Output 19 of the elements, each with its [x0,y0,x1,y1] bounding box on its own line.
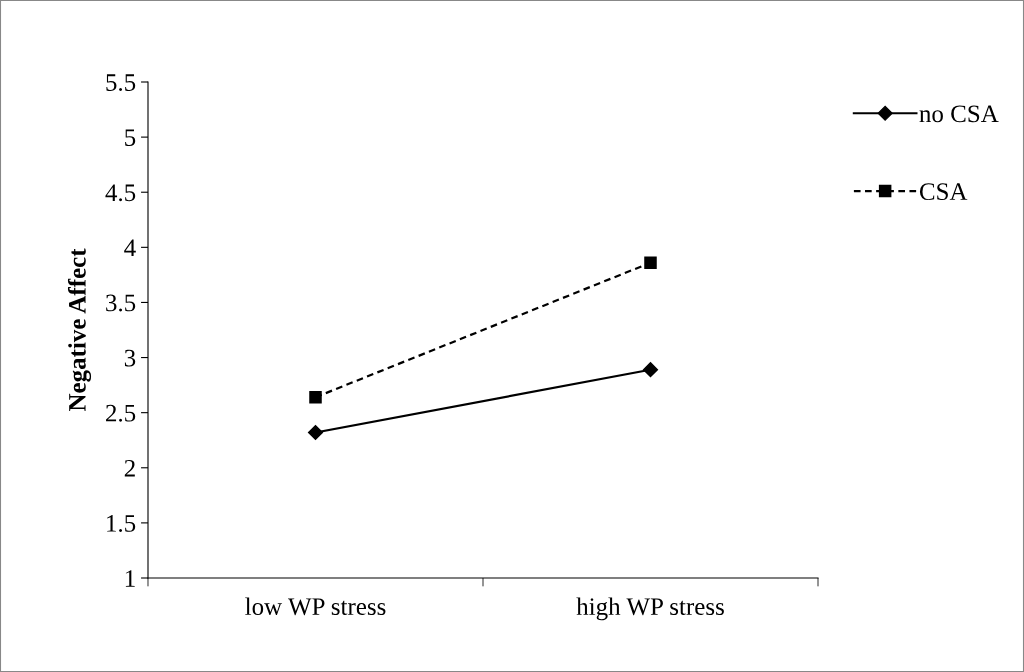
y-tick-label: 2.5 [106,404,136,422]
y-tick-label: 2 [124,459,135,477]
y-tick-label: 5 [125,129,136,147]
y-tick-label: 1.5 [107,515,136,532]
y-tick-label: 5.5 [106,74,136,92]
point [644,256,657,270]
y-axis-title: Negative Affect [67,248,92,412]
legend-label: no CSA [919,105,999,123]
y-tick-label: 3.5 [106,294,136,312]
y-tick-label: 1 [125,570,135,587]
x-tick-label: high WP stress [576,597,724,621]
point [309,390,322,404]
point [642,362,659,378]
point [307,424,324,441]
legend-label: CSA [919,183,968,201]
y-tick-label: 3 [124,349,136,367]
x-tick-label: low WP stress [245,597,386,616]
y-tick-label: 4.5 [105,184,136,202]
y-tick-label: 4 [124,239,136,257]
